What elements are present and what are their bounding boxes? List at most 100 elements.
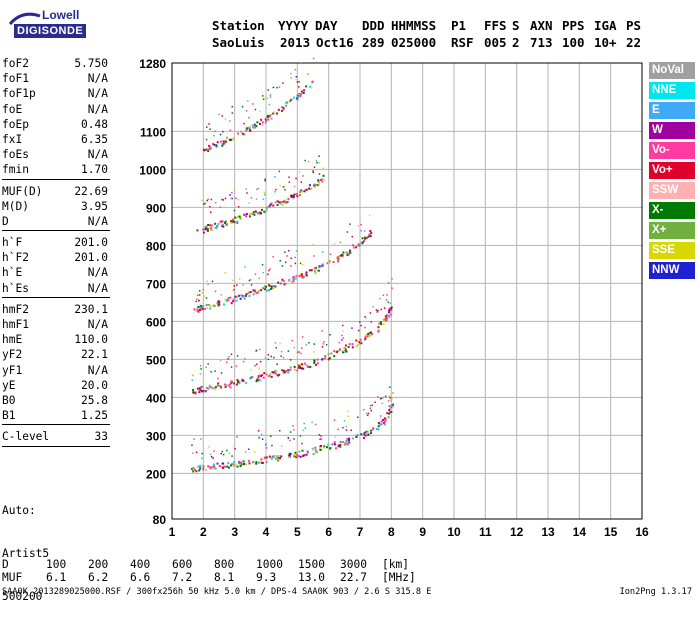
echo-point: [342, 426, 344, 429]
echo-point: [252, 289, 255, 292]
echo-point: [209, 211, 212, 213]
echo-point: [278, 170, 281, 173]
echo-point: [233, 189, 236, 191]
echo-point: [266, 97, 268, 100]
echo-point: [313, 185, 316, 188]
echo-point: [339, 444, 342, 447]
plot-frame: [171, 62, 643, 520]
echo-point: [287, 369, 290, 372]
echo-point: [290, 194, 293, 197]
echo-point: [207, 283, 209, 286]
echo-point: [254, 108, 257, 111]
param-row-hes: h`Es N/A: [2, 281, 108, 296]
echo-point: [387, 416, 390, 419]
header-label-10: IGA: [594, 18, 617, 33]
echo-point: [241, 295, 244, 298]
echo-point: [321, 251, 324, 253]
echo-point: [214, 130, 216, 132]
echo-point: [270, 457, 273, 460]
echo-point: [213, 465, 216, 468]
ionogram-chart: 1 2 3 4 5 6 7 8 9 10 11 12 13 14 15 1680200300400500600…: [139, 57, 649, 539]
echo-point: [275, 346, 277, 349]
echo-point: [201, 452, 203, 455]
echo-point: [217, 377, 219, 380]
echo-point: [390, 310, 393, 313]
echo-point: [286, 255, 288, 257]
echo-point: [231, 455, 233, 457]
echo-point: [364, 316, 366, 318]
echo-point: [245, 463, 248, 466]
echo-point: [346, 231, 349, 233]
echo-point: [343, 420, 346, 422]
legend-item-nne: NNE: [649, 82, 695, 99]
echo-point: [296, 250, 298, 252]
y-tick-label: 500: [146, 353, 166, 367]
param-value: 20.0: [81, 378, 108, 392]
echo-point: [192, 389, 195, 391]
echo-point: [303, 190, 306, 193]
logo-text-top: Lowell: [42, 8, 80, 22]
echo-point: [293, 365, 296, 368]
echo-point: [302, 92, 305, 94]
echo-point: [280, 445, 283, 447]
echo-point: [293, 185, 296, 188]
echo-point: [274, 372, 277, 375]
echo-point: [201, 457, 203, 459]
echo-point: [322, 179, 325, 181]
echo-point: [328, 262, 331, 264]
echo-point: [360, 324, 362, 327]
echo-point: [366, 412, 368, 415]
echo-point: [343, 347, 346, 350]
echo-point: [234, 300, 237, 303]
echo-point: [377, 422, 380, 424]
echo-point: [344, 441, 346, 444]
echo-point: [203, 390, 206, 393]
param-label: h`E: [2, 266, 23, 280]
echo-point: [348, 251, 351, 254]
echo-point: [369, 407, 372, 410]
param-value: N/A: [87, 148, 108, 162]
echo-point: [387, 311, 390, 314]
echo-point: [216, 225, 219, 228]
echo-point: [275, 188, 277, 191]
echo-point: [285, 261, 287, 263]
echo-point: [378, 322, 381, 325]
echo-point: [259, 348, 261, 351]
echo-point: [363, 230, 366, 232]
echo-point: [249, 129, 252, 132]
echo-point: [235, 299, 238, 302]
echo-point: [205, 366, 207, 369]
param-separator: [2, 423, 110, 429]
echo-point: [196, 298, 198, 300]
legend-item-w: W: [649, 122, 695, 139]
echo-point: [342, 337, 344, 339]
param-value: N/A: [87, 281, 108, 295]
x-tick-label: 5: [294, 525, 301, 539]
echo-point: [388, 405, 391, 407]
echo-point: [249, 291, 252, 293]
echo-point: [262, 271, 265, 274]
echo-point: [275, 370, 278, 373]
echo-point: [276, 363, 278, 365]
echo-point: [342, 251, 345, 254]
echo-point: [231, 105, 233, 108]
echo-point: [226, 223, 229, 226]
echo-point: [308, 184, 311, 187]
echo-point: [232, 464, 235, 467]
echo-point: [219, 359, 222, 362]
param-value: 110.0: [74, 333, 108, 347]
echo-point: [269, 96, 272, 98]
param-row-b0: B0 25.8: [2, 393, 108, 408]
echo-point: [203, 203, 205, 205]
param-label: MUF(D): [2, 184, 43, 198]
echo-point: [274, 342, 277, 344]
echo-point: [278, 86, 281, 88]
echo-point: [346, 254, 349, 257]
echo-point: [248, 279, 251, 282]
echo-point: [236, 379, 239, 381]
echo-point: [318, 445, 321, 448]
echo-point: [260, 118, 263, 121]
echo-point: [233, 209, 236, 212]
echo-point: [389, 313, 392, 316]
param-label: foF2: [2, 57, 29, 70]
